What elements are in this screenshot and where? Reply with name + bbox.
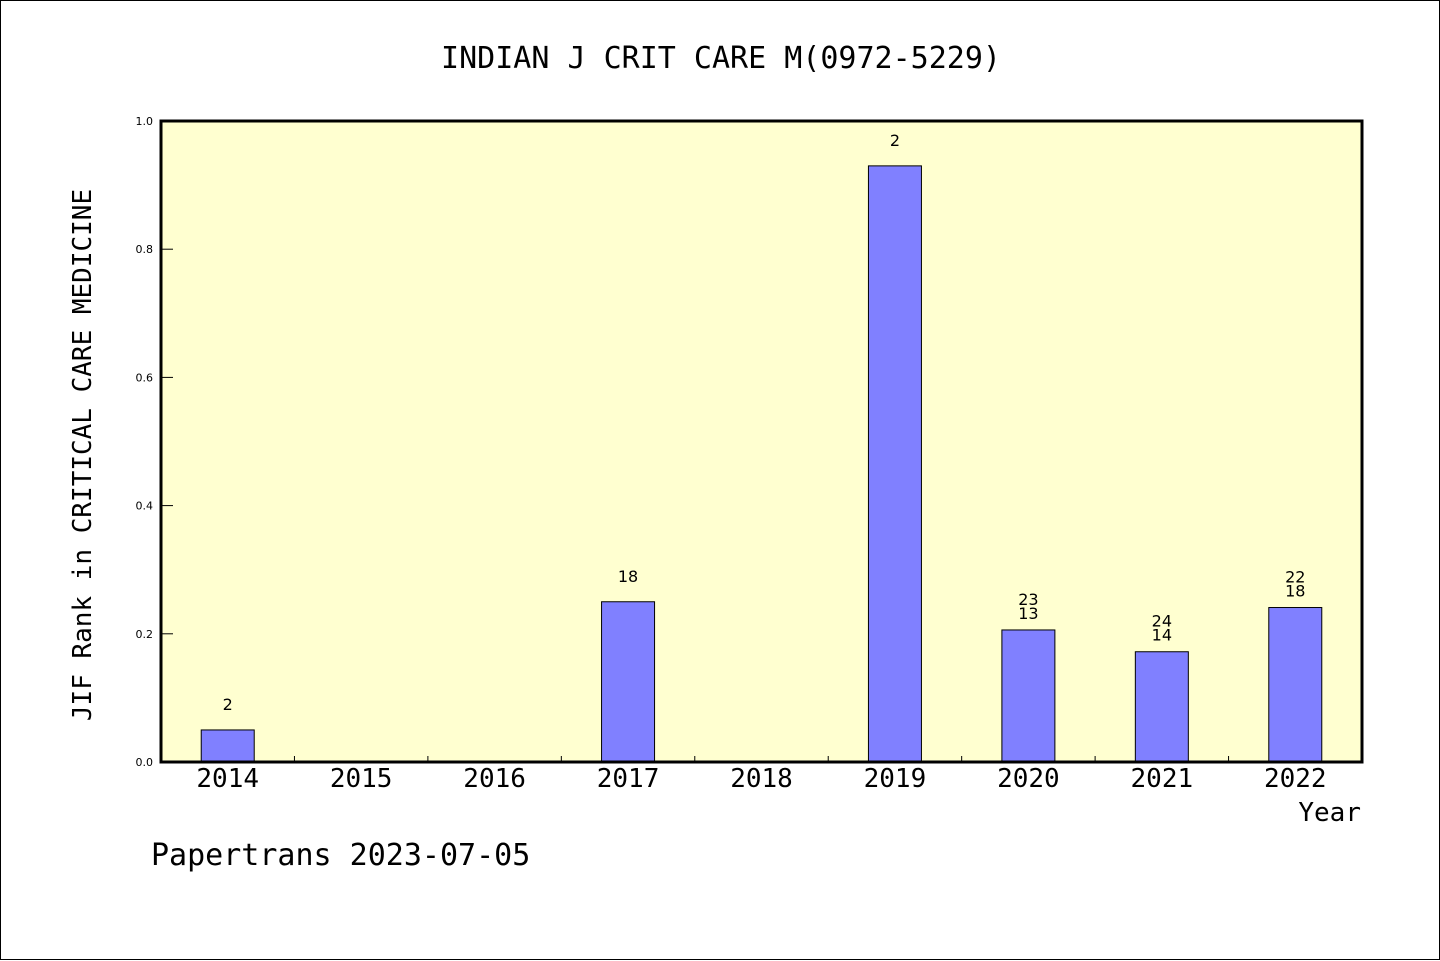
x-tick-label: 2016 bbox=[463, 764, 526, 794]
y-axis-ticks: 0.0 0.2 0.4 0.6 0.8 1.0 bbox=[136, 115, 173, 769]
bar-label: 14 bbox=[1152, 626, 1172, 645]
x-tick-label: 2021 bbox=[1131, 764, 1194, 794]
x-axis-label: Year bbox=[1298, 798, 1361, 828]
bar-label: 18 bbox=[618, 567, 638, 586]
x-axis-ticks: 2014 2015 2016 2017 2018 2019 2020 2021 2022 bbox=[196, 756, 1327, 794]
y-tick-label: 0.8 bbox=[136, 243, 154, 256]
footer-credit: Papertrans 2023-07-05 bbox=[151, 838, 530, 873]
bar-2022 bbox=[1268, 607, 1323, 763]
bar-label: 2 bbox=[890, 131, 900, 150]
bar-2014 bbox=[200, 729, 255, 763]
bar-2017 bbox=[601, 601, 656, 763]
bar-label: 22 bbox=[1285, 568, 1305, 587]
x-tick-label: 2022 bbox=[1264, 764, 1327, 794]
plot-border bbox=[159, 119, 1364, 764]
x-tick-label: 2019 bbox=[864, 764, 927, 794]
x-tick-label: 2018 bbox=[730, 764, 793, 794]
y-tick-label: 0.6 bbox=[136, 371, 154, 384]
x-tick-label: 2014 bbox=[196, 764, 259, 794]
bar-2020 bbox=[1001, 629, 1056, 763]
y-tick-label: 0.0 bbox=[136, 756, 154, 769]
bar-label: 18 bbox=[1285, 582, 1305, 601]
bars bbox=[200, 165, 1323, 763]
chart-title: INDIAN J CRIT CARE M(0972-5229) bbox=[441, 41, 1001, 76]
bar-label: 2 bbox=[223, 695, 233, 714]
y-tick-label: 1.0 bbox=[136, 115, 154, 128]
x-tick-label: 2015 bbox=[330, 764, 393, 794]
bar-label: 13 bbox=[1018, 604, 1038, 623]
bar-label: 24 bbox=[1152, 612, 1172, 631]
y-tick-label: 0.4 bbox=[136, 500, 154, 513]
x-tick-label: 2020 bbox=[997, 764, 1060, 794]
y-tick-label: 0.2 bbox=[136, 628, 154, 641]
bar-2019 bbox=[867, 165, 922, 763]
bar-2021 bbox=[1134, 651, 1189, 763]
y-axis-label: JIF Rank in CRITICAL CARE MEDICINE bbox=[68, 189, 98, 721]
x-tick-label: 2017 bbox=[597, 764, 660, 794]
bar-label: 23 bbox=[1018, 590, 1038, 609]
